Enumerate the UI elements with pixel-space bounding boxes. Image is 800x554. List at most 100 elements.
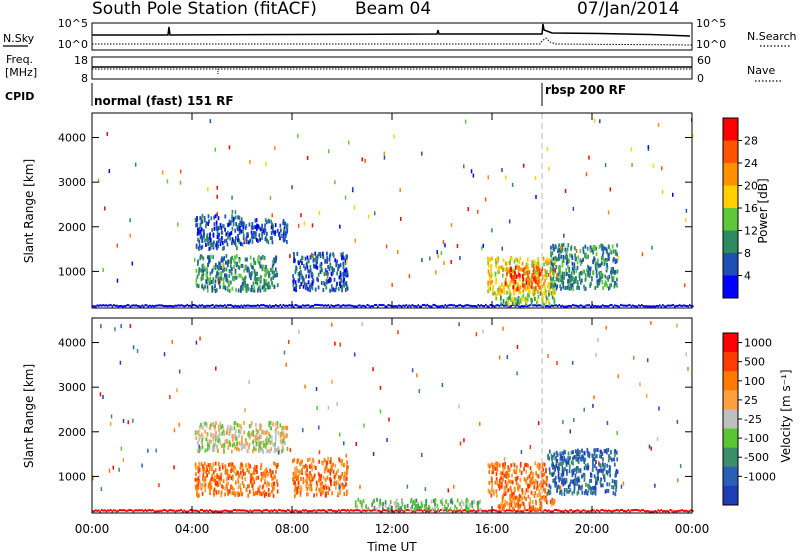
velocity-data-point: [569, 509, 571, 512]
power-data-point: [254, 225, 257, 230]
velocity-data-point: [379, 409, 382, 414]
power-data-point: [237, 234, 239, 239]
power-data-point: [331, 267, 334, 272]
power-data-point: [558, 250, 561, 255]
power-data-point: [443, 305, 445, 308]
velocity-data-point: [147, 448, 149, 453]
power-data-point: [607, 286, 610, 291]
velocity-data-point: [194, 462, 197, 467]
velocity-data-point: [382, 502, 384, 507]
power-data-point: [205, 279, 208, 284]
velocity-data-point: [195, 429, 198, 434]
velocity-data-point: [234, 435, 237, 440]
velocity-data-point: [267, 509, 270, 512]
power-data-point: [254, 276, 257, 281]
power-data-point: [173, 305, 175, 308]
velocity-data-point: [547, 489, 550, 494]
power-data-point: [604, 163, 607, 168]
velocity-data-point: [234, 480, 237, 485]
velocity-data-point: [248, 445, 250, 450]
velocity-data-point: [217, 424, 220, 429]
velocity-data-point: [595, 479, 597, 484]
power-data-point: [211, 285, 213, 290]
velocity-data-point: [266, 480, 269, 485]
power-data-point: [229, 236, 231, 241]
velocity-scatter: [92, 321, 694, 513]
velocity-data-point: [178, 422, 180, 427]
power-data-point: [274, 267, 277, 272]
power-data-point: [623, 304, 625, 307]
velocity-data-point: [613, 462, 616, 467]
power-data-point: [599, 305, 601, 308]
power-data-point: [336, 281, 338, 286]
power-data-point: [595, 266, 597, 271]
power-data-point: [501, 265, 503, 270]
velocity-data-point: [467, 507, 470, 512]
power-data-point: [487, 283, 489, 288]
velocity-data-point: [274, 442, 276, 447]
power-data-point: [417, 304, 420, 307]
power-data-point: [242, 305, 244, 308]
velocity-data-point: [686, 509, 688, 512]
power-data-point: [316, 254, 319, 259]
velocity-data-point: [279, 423, 282, 428]
velocity-data-point: [297, 458, 300, 463]
power-data-point: [302, 264, 305, 269]
x-tick-label: 12:00: [375, 522, 410, 536]
power-data-point: [602, 304, 604, 307]
velocity-data-point: [602, 475, 605, 480]
velocity-data-point: [248, 435, 251, 440]
power-data-point: [571, 255, 574, 260]
velocity-data-point: [226, 472, 229, 477]
power-data-point: [585, 268, 588, 273]
power-data-point: [138, 305, 141, 308]
power-data-point: [669, 304, 672, 307]
power-data-point: [685, 208, 688, 213]
velocity-data-point: [602, 457, 604, 462]
velocity-data-point: [221, 424, 224, 429]
velocity-data-point: [535, 501, 538, 506]
power-data-point: [229, 280, 232, 285]
velocity-data-point: [530, 480, 533, 485]
nave-tick-top: 60: [697, 54, 711, 67]
velocity-data-point: [515, 476, 518, 481]
power-data-point: [203, 215, 206, 220]
date-label: 07/Jan/2014: [577, 0, 680, 19]
power-data-point: [229, 264, 232, 269]
power-data-point: [609, 304, 612, 307]
power-data-point: [603, 258, 605, 263]
power-data-point: [344, 287, 347, 292]
power-data-point: [297, 223, 300, 228]
velocity-data-point: [220, 472, 223, 477]
velocity-data-point: [93, 510, 96, 513]
velocity-data-point: [589, 485, 592, 490]
velocity-data-point: [303, 464, 306, 469]
power-data-point: [589, 267, 592, 272]
power-data-point: [540, 284, 542, 289]
velocity-data-point: [323, 485, 326, 490]
velocity-data-point: [574, 449, 577, 454]
velocity-data-point: [295, 466, 298, 471]
power-data-point: [226, 230, 229, 235]
velocity-data-point: [345, 476, 348, 481]
power-data-point: [599, 276, 602, 281]
power-data-point: [618, 305, 621, 308]
power-data-point: [261, 231, 264, 236]
velocity-data-point: [346, 490, 349, 495]
velocity-data-point: [367, 506, 370, 511]
velocity-data-point: [504, 479, 507, 484]
power-data-point: [207, 304, 210, 307]
velocity-data-point: [122, 458, 125, 463]
velocity-data-point: [536, 493, 539, 498]
power-data-point: [674, 305, 676, 308]
velocity-data-point: [256, 429, 259, 434]
power-data-point: [348, 304, 351, 307]
power-data-point: [343, 277, 346, 282]
power-data-point: [300, 274, 303, 279]
x-tick-label: 00:00: [75, 522, 110, 536]
power-data-point: [507, 285, 510, 290]
velocity-data-point: [381, 510, 384, 513]
velocity-data-point: [585, 482, 587, 487]
power-data-point: [569, 304, 571, 307]
velocity-data-point: [532, 506, 535, 511]
